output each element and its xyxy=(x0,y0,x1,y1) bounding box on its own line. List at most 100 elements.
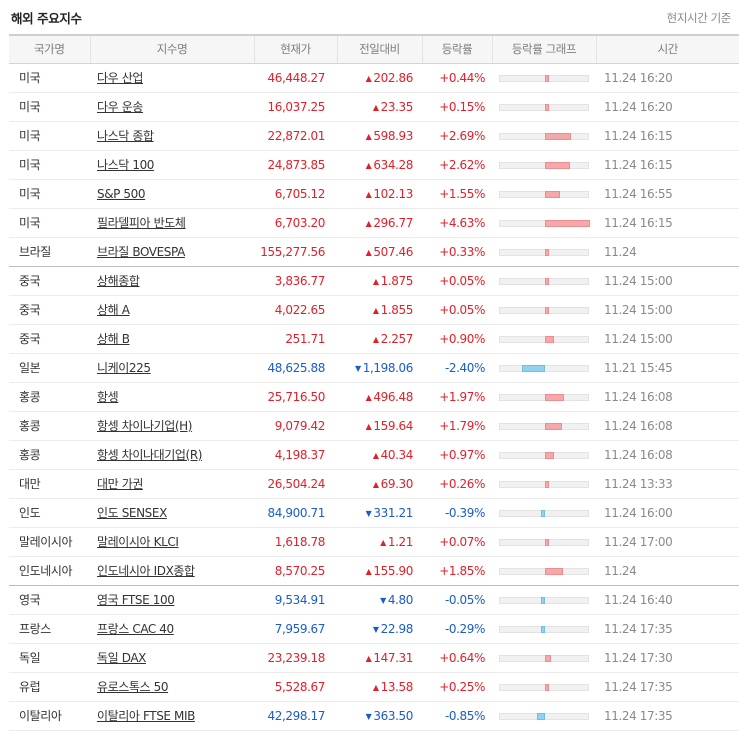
country-cell: 말레이시아 xyxy=(9,527,90,557)
rate-graph-cell xyxy=(492,701,596,731)
table-row: 중국 상해 A 4,022.65 ▲ 1.855 +0.05% 11.24 15:00 xyxy=(9,295,739,325)
rate-bar-track xyxy=(499,712,589,720)
index-name-cell: 상해종합 xyxy=(90,266,254,296)
rate-cell: +1.55% xyxy=(422,179,492,209)
change-cell: ▲ 598.93 xyxy=(337,121,422,151)
price-cell: 7,959.67 xyxy=(254,614,337,644)
up-arrow-icon: ▲ xyxy=(372,102,379,112)
page-header: 해외 주요지수 현지시간 기준 xyxy=(0,0,739,34)
index-name-link[interactable]: 나스닥 종합 xyxy=(97,129,154,143)
rate-cell: +1.85% xyxy=(422,556,492,586)
rate-bar-track xyxy=(499,161,589,169)
rate-cell: -0.29% xyxy=(422,614,492,644)
change-value: 507.46 xyxy=(373,244,413,259)
table-row: 유럽 유로스톡스 50 5,528.67 ▲ 13.58 +0.25% 11.24 17:3… xyxy=(9,672,739,702)
time-cell: 11.24 17:35 xyxy=(596,701,739,731)
index-name-link[interactable]: 항셍 차이나기업(H) xyxy=(97,419,193,433)
col-header-price: 현재가 xyxy=(253,35,337,64)
table-row: 이탈리아 이탈리아 FTSE MIB 42,298.17 ▼ 363.50 -0.85% 1… xyxy=(9,701,739,731)
rate-bar xyxy=(545,422,562,430)
price-cell: 1,618.78 xyxy=(254,527,337,557)
rate-cell: +0.07% xyxy=(422,527,492,557)
up-arrow-icon: ▲ xyxy=(365,189,372,199)
country-cell: 홍콩 xyxy=(9,382,90,412)
table-row: 미국 나스닥 종합 22,872.01 ▲ 598.93 +2.69% 11.24 16:1… xyxy=(9,121,739,151)
index-name-link[interactable]: 인도 SENSEX xyxy=(97,506,167,520)
index-name-link[interactable]: 말레이시아 KLCI xyxy=(97,535,179,549)
rate-graph-cell xyxy=(492,237,596,267)
change-value: 155.90 xyxy=(373,563,413,578)
country-cell: 프랑스 xyxy=(9,614,90,644)
change-value: 202.86 xyxy=(373,70,413,85)
rate-graph-cell xyxy=(492,150,596,180)
table-row: 독일 독일 DAX 23,239.18 ▲ 147.31 +0.64% 11.24 17:3… xyxy=(9,643,739,673)
up-arrow-icon: ▲ xyxy=(372,334,379,344)
price-cell: 6,705.12 xyxy=(254,179,337,209)
table-row: 대만 대만 가권 26,504.24 ▲ 69.30 +0.26% 11.24 13:33 xyxy=(9,469,739,499)
index-name-link[interactable]: 인도네시아 IDX종합 xyxy=(97,564,195,578)
time-cell: 11.21 15:45 xyxy=(596,353,739,383)
index-name-cell: 대만 가권 xyxy=(90,469,254,499)
rate-bar xyxy=(545,277,549,285)
index-name-link[interactable]: 나스닥 100 xyxy=(97,158,155,172)
index-name-link[interactable]: 이탈리아 FTSE MIB xyxy=(97,709,195,723)
rate-bar xyxy=(545,248,549,256)
table-row: 인도 인도 SENSEX 84,900.71 ▼ 331.21 -0.39% 11.24 1… xyxy=(9,498,739,528)
index-name-link[interactable]: 유로스톡스 50 xyxy=(97,680,169,694)
change-cell: ▲ 496.48 xyxy=(337,382,422,412)
index-name-link[interactable]: 다우 운송 xyxy=(97,100,143,114)
change-value: 102.13 xyxy=(373,186,413,201)
change-value: 2.257 xyxy=(380,331,414,346)
rate-bar xyxy=(545,306,549,314)
rate-graph-cell xyxy=(492,643,596,673)
index-name-link[interactable]: 독일 DAX xyxy=(97,651,146,665)
rate-bar-track xyxy=(499,306,589,314)
country-cell: 일본 xyxy=(9,353,90,383)
table-row: 일본 니케이225 48,625.88 ▼ 1,198.06 -2.40% 11.21 15… xyxy=(9,353,739,383)
index-name-link[interactable]: 브라질 BOVESPA xyxy=(97,245,185,259)
rate-graph-cell xyxy=(492,92,596,122)
index-name-link[interactable]: 필라델피아 반도체 xyxy=(97,216,186,230)
country-cell: 중국 xyxy=(9,266,90,296)
index-name-link[interactable]: 다우 산업 xyxy=(97,71,143,85)
rate-bar-track xyxy=(499,596,589,604)
index-name-link[interactable]: 상해 A xyxy=(97,303,130,317)
rate-graph-cell xyxy=(492,266,596,296)
index-name-link[interactable]: 상해종합 xyxy=(97,274,140,288)
price-cell: 46,448.27 xyxy=(254,63,337,93)
country-cell: 대만 xyxy=(9,469,90,499)
index-name-link[interactable]: S&P 500 xyxy=(97,186,146,201)
index-name-link[interactable]: 대만 가권 xyxy=(97,477,143,491)
change-cell: ▲ 102.13 xyxy=(337,179,422,209)
index-name-link[interactable]: 상해 B xyxy=(97,332,130,346)
change-cell: ▲ 147.31 xyxy=(337,643,422,673)
change-cell: ▲ 69.30 xyxy=(337,469,422,499)
index-name-link[interactable]: 니케이225 xyxy=(97,361,151,375)
rate-bar-track xyxy=(499,132,589,140)
index-name-link[interactable]: 영국 FTSE 100 xyxy=(97,593,175,607)
index-name-link[interactable]: 항셍 차이나대기업(R) xyxy=(97,448,203,462)
rate-bar xyxy=(541,509,545,517)
index-name-link[interactable]: 항셍 xyxy=(97,390,119,404)
rate-cell: +1.97% xyxy=(422,382,492,412)
col-header-rate: 등락률 xyxy=(421,35,492,64)
up-arrow-icon: ▲ xyxy=(365,247,372,257)
change-value: 496.48 xyxy=(373,389,413,404)
up-arrow-icon: ▲ xyxy=(365,160,372,170)
rate-cell: +2.62% xyxy=(422,150,492,180)
down-arrow-icon: ▼ xyxy=(365,508,372,518)
change-cell: ▲ 1.855 xyxy=(337,295,422,325)
index-name-link[interactable]: 프랑스 CAC 40 xyxy=(97,622,174,636)
change-cell: ▲ 1.21 xyxy=(337,527,422,557)
index-name-cell: 니케이225 xyxy=(90,353,254,383)
rate-bar xyxy=(545,480,549,488)
time-cell: 11.24 16:40 xyxy=(596,585,739,615)
rate-graph-cell xyxy=(492,179,596,209)
rate-bar xyxy=(541,625,545,633)
change-value: 69.30 xyxy=(380,476,414,491)
down-arrow-icon: ▼ xyxy=(354,363,361,373)
up-arrow-icon: ▲ xyxy=(365,73,372,83)
rate-cell: +0.05% xyxy=(422,266,492,296)
rate-bar xyxy=(545,132,571,140)
rate-bar-track xyxy=(499,103,589,111)
